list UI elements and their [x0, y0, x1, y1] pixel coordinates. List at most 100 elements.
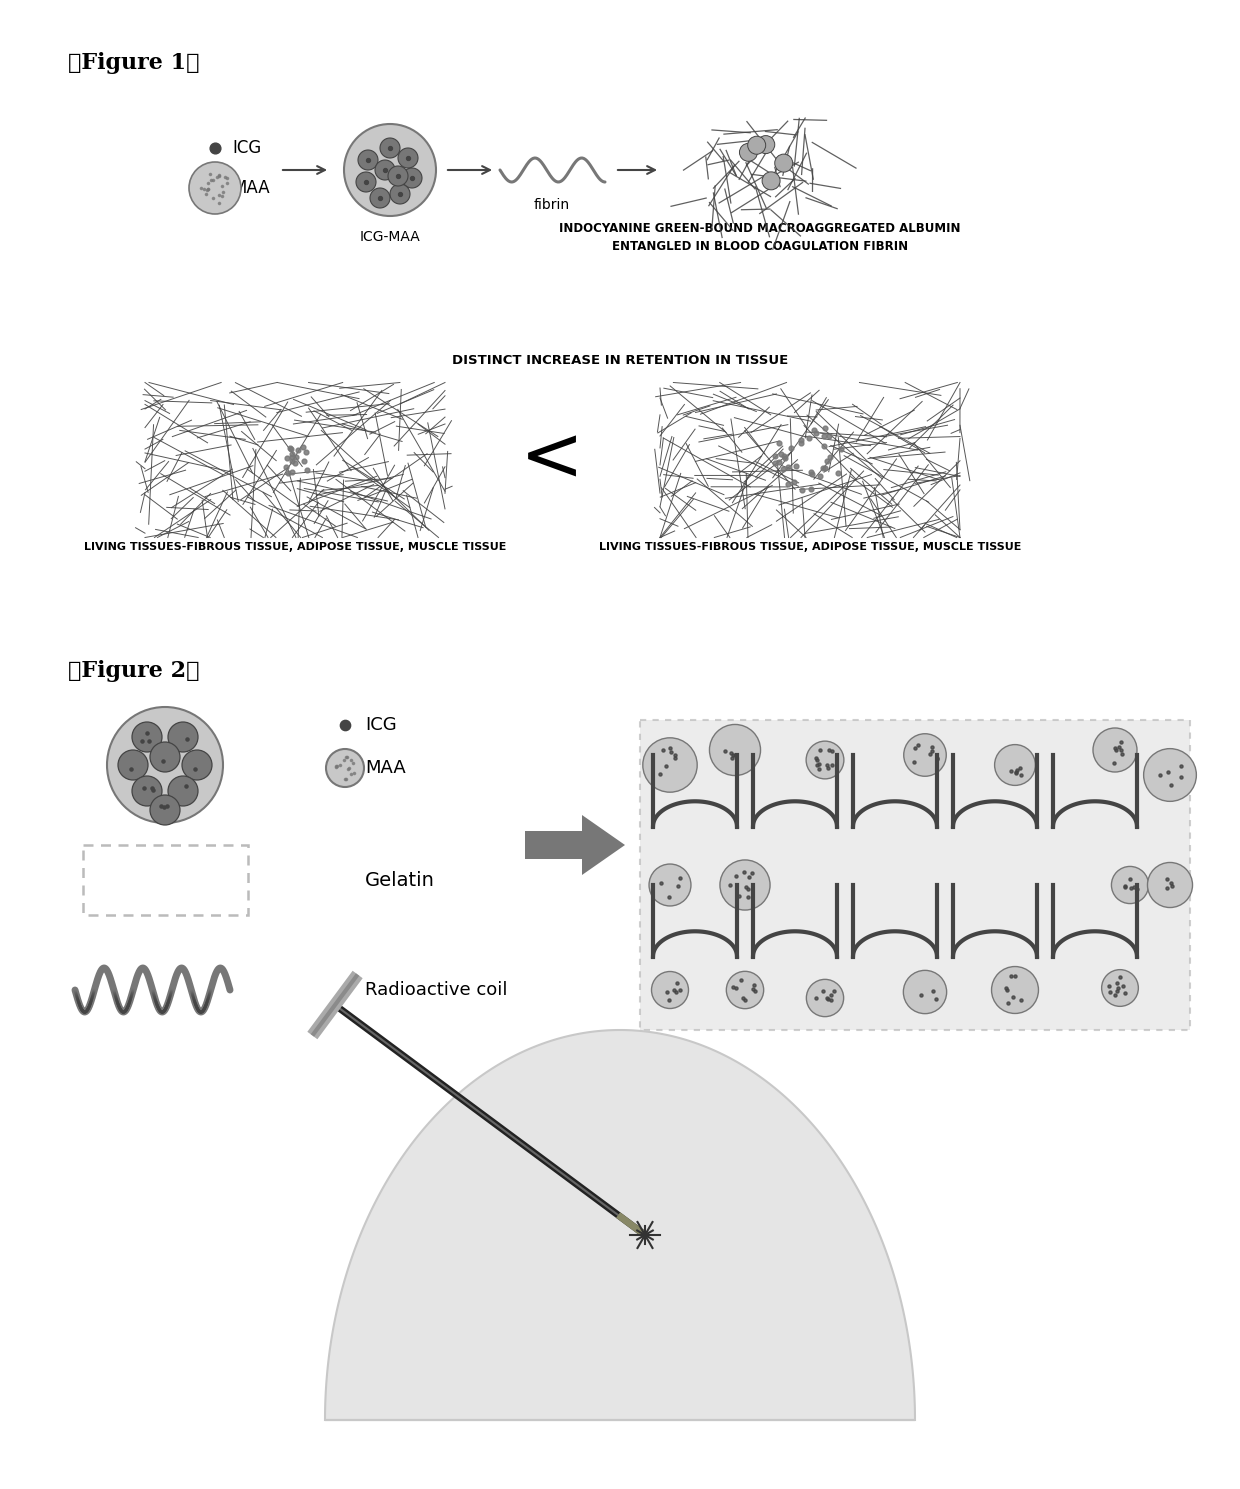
Point [286, 445, 306, 469]
Circle shape [370, 188, 391, 208]
Circle shape [904, 734, 946, 776]
Point [337, 746, 357, 770]
Point [802, 462, 822, 485]
Point [340, 756, 360, 780]
Point [723, 975, 743, 999]
Point [744, 977, 764, 1001]
Point [151, 795, 171, 819]
Point [828, 460, 848, 484]
Text: 「Figure 2」: 「Figure 2」 [68, 660, 200, 682]
Circle shape [651, 971, 688, 1008]
Point [821, 989, 841, 1013]
Point [1107, 975, 1127, 999]
Point [817, 986, 837, 1010]
Point [1099, 974, 1118, 998]
Circle shape [167, 776, 198, 806]
Point [210, 164, 229, 188]
Point [765, 444, 785, 468]
Point [807, 747, 827, 771]
Point [657, 980, 677, 1004]
Point [342, 750, 362, 774]
Point [818, 424, 838, 448]
Polygon shape [325, 1030, 915, 1421]
Point [670, 867, 689, 890]
Circle shape [649, 864, 691, 905]
Point [1011, 989, 1030, 1013]
Point [822, 753, 842, 777]
Point [1105, 750, 1125, 774]
Point [791, 430, 811, 454]
Circle shape [358, 150, 378, 170]
Text: ICG-MAA: ICG-MAA [360, 229, 420, 244]
Point [398, 146, 418, 170]
Point [817, 450, 837, 474]
Circle shape [775, 155, 792, 173]
Point [724, 743, 744, 767]
Point [815, 424, 835, 448]
Text: MAA: MAA [232, 179, 269, 197]
Text: INDOCYANINE GREEN-BOUND MACROAGGREGATED ALBUMIN
ENTANGLED IN BLOOD COAGULATION F: INDOCYANINE GREEN-BOUND MACROAGGREGATED … [559, 222, 961, 253]
Point [732, 968, 751, 992]
Point [294, 448, 314, 472]
Point [920, 743, 940, 767]
Point [296, 441, 316, 465]
Point [661, 740, 681, 764]
Point [210, 164, 229, 188]
Point [660, 736, 680, 759]
Point [1100, 980, 1120, 1004]
Circle shape [150, 795, 180, 825]
Point [196, 182, 216, 205]
Point [818, 987, 838, 1011]
Point [1109, 736, 1128, 759]
Point [743, 862, 763, 886]
Circle shape [763, 171, 780, 189]
Point [327, 753, 347, 777]
Point [775, 445, 795, 469]
Point [924, 980, 944, 1004]
Point [281, 445, 301, 469]
Point [715, 740, 735, 764]
Point [139, 730, 159, 753]
Point [1011, 762, 1030, 786]
Point [816, 456, 836, 479]
Point [141, 776, 161, 800]
Circle shape [709, 725, 760, 776]
Point [1120, 868, 1140, 892]
Point [201, 168, 221, 192]
Point [198, 177, 218, 201]
Point [153, 749, 172, 773]
Point [926, 747, 946, 771]
Point [208, 183, 228, 207]
Point [155, 795, 175, 819]
Point [813, 457, 833, 481]
Point [388, 164, 408, 188]
Point [213, 180, 233, 204]
Text: ICG: ICG [232, 138, 262, 156]
Point [806, 986, 826, 1010]
Point [1006, 963, 1025, 987]
Point [926, 746, 946, 770]
Point [1007, 758, 1027, 782]
Circle shape [1101, 969, 1138, 1007]
Point [811, 465, 831, 488]
Point [808, 752, 828, 776]
Point [911, 984, 931, 1008]
Point [200, 162, 219, 186]
Point [1158, 876, 1178, 899]
Point [818, 737, 838, 761]
Point [908, 733, 928, 756]
Point [143, 779, 162, 803]
Point [818, 756, 838, 780]
Point [391, 182, 410, 205]
Text: Radioactive coil: Radioactive coil [365, 981, 507, 999]
Point [781, 436, 801, 460]
Point [779, 456, 799, 479]
Point [666, 743, 686, 767]
Point [738, 884, 758, 908]
Circle shape [326, 749, 365, 788]
Circle shape [1147, 862, 1193, 907]
Point [735, 989, 755, 1013]
Point [811, 739, 831, 762]
Point [1001, 759, 1021, 783]
Circle shape [1092, 728, 1137, 771]
